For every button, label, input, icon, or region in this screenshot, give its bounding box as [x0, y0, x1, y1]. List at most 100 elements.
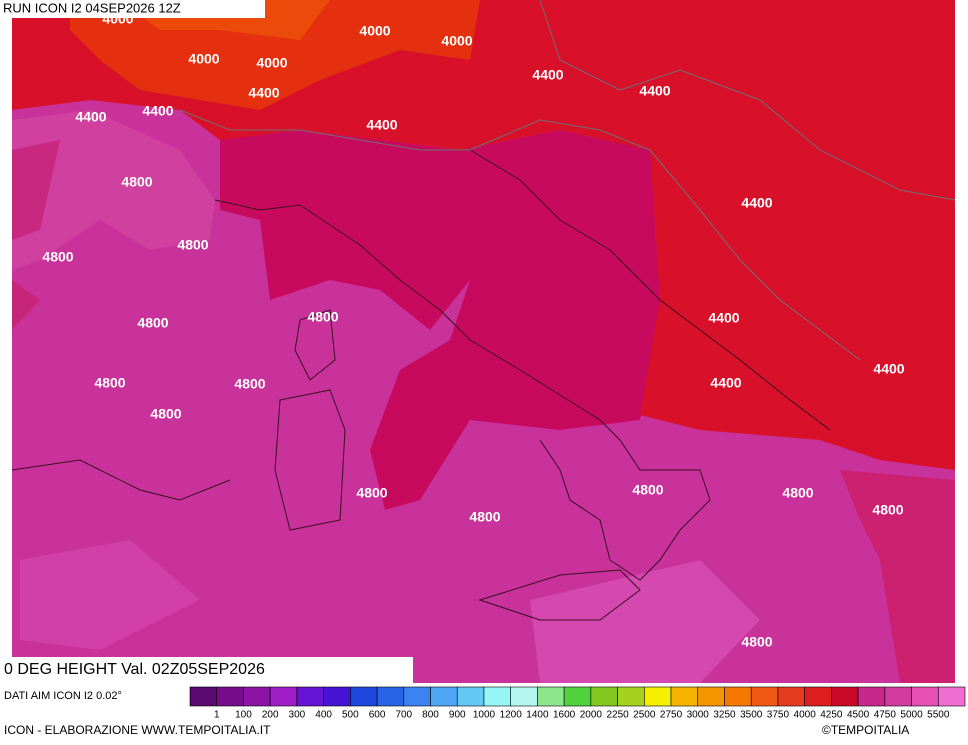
- map-region: [12, 280, 40, 330]
- map-region: [12, 0, 955, 470]
- legend-label: 600: [369, 710, 386, 721]
- legend-swatch: [697, 686, 725, 707]
- title-box: [0, 0, 265, 18]
- legend-label: 900: [449, 710, 466, 721]
- contour-label: 4000: [441, 33, 472, 49]
- contour-label: 4400: [366, 117, 397, 133]
- legend-label: 500: [342, 710, 359, 721]
- legend-label: 2750: [660, 710, 683, 721]
- contour-label: 4800: [872, 502, 903, 518]
- legend-label: 400: [315, 710, 332, 721]
- legend-swatch: [590, 686, 618, 707]
- contour-label: 4000: [256, 55, 287, 71]
- coastline: [11, 459, 231, 501]
- legend-swatch: [911, 686, 939, 707]
- legend-label: 3750: [767, 710, 790, 721]
- contour-label: 4400: [75, 109, 106, 125]
- legend-label: 1400: [526, 710, 549, 721]
- legend-label: 4750: [874, 710, 897, 721]
- legend-swatch: [430, 686, 458, 707]
- legend-label: 2000: [580, 710, 603, 721]
- legend-swatch: [296, 686, 324, 707]
- contour-label: 4400: [741, 195, 772, 211]
- contour-label: 4800: [177, 237, 208, 253]
- legend-swatch: [804, 686, 832, 707]
- border: [649, 149, 861, 361]
- legend-swatch: [350, 686, 378, 707]
- map-region: [840, 470, 955, 683]
- legend-label: 3250: [713, 710, 736, 721]
- legend-label: 1: [214, 710, 220, 721]
- legend-label: 4250: [820, 710, 843, 721]
- legend-swatch: [617, 686, 645, 707]
- legend-label: 100: [235, 710, 252, 721]
- contour-label: 4800: [150, 406, 181, 422]
- contour-label: 4800: [741, 634, 772, 650]
- contour-label: 4400: [532, 67, 563, 83]
- coastlines: [11, 149, 831, 621]
- contour-label: 4800: [42, 249, 73, 265]
- map-region: [530, 560, 760, 683]
- legend-label: 4000: [794, 710, 817, 721]
- legend-swatch: [403, 686, 431, 707]
- contour-label: 4400: [708, 310, 739, 326]
- copyright: ©TEMPOITALIA: [822, 723, 909, 737]
- map-region: [12, 140, 60, 240]
- legend-swatch: [937, 686, 966, 707]
- map-region: [12, 110, 215, 270]
- legend-swatch: [510, 686, 538, 707]
- contour-label: 4800: [121, 174, 152, 190]
- legend-swatch: [537, 686, 565, 707]
- legend-swatch: [216, 686, 244, 707]
- legend-swatch: [376, 686, 405, 707]
- credit: ICON - ELABORAZIONE WWW.TEMPOITALIA.IT: [4, 723, 271, 737]
- contour-label: 4000: [188, 51, 219, 67]
- legend-swatch: [857, 686, 886, 707]
- legend-label: 800: [422, 710, 439, 721]
- legend-label: 3000: [687, 710, 710, 721]
- contour-label: 4800: [632, 482, 663, 498]
- legend-label: 300: [289, 710, 306, 721]
- legend-swatch: [670, 686, 699, 707]
- contour-label: 4800: [356, 485, 387, 501]
- title: RUN ICON I2 04SEP2026 12Z: [3, 0, 181, 15]
- coastline: [478, 569, 641, 621]
- contour-label: 4800: [94, 375, 125, 391]
- contour-label: 4400: [142, 103, 173, 119]
- coastline: [274, 389, 346, 531]
- contour-label: 4000: [359, 23, 390, 39]
- contour-label: 4400: [710, 375, 741, 391]
- legend-label: 5500: [927, 710, 950, 721]
- coastline: [469, 149, 831, 431]
- legend: 1 100 200 300 400 500 600 700 800 900 1000 1200 1400…: [189, 686, 966, 721]
- legend-label: 1000: [473, 710, 496, 721]
- legend-swatch: [269, 686, 298, 707]
- contour-label: 4800: [234, 376, 265, 392]
- legend-swatch: [243, 686, 271, 707]
- legend-swatch: [189, 686, 218, 707]
- field-box: [0, 657, 413, 683]
- contour-label: 4800: [782, 485, 813, 501]
- legend-swatch: [644, 686, 672, 707]
- legend-swatch: [777, 686, 805, 707]
- legend-label: 4500: [847, 710, 870, 721]
- legend-label: 1200: [500, 710, 523, 721]
- legend-label: 2500: [633, 710, 656, 721]
- coastline: [214, 199, 711, 581]
- contour-label: 4800: [307, 309, 338, 325]
- legend-label: 5000: [900, 710, 923, 721]
- legend-swatch: [483, 686, 511, 707]
- legend-swatch: [750, 686, 779, 707]
- legend-label: 700: [395, 710, 412, 721]
- legend-swatch: [456, 686, 485, 707]
- contour-label: 4400: [873, 361, 904, 377]
- borders: [179, 0, 956, 361]
- legend-label: 200: [262, 710, 279, 721]
- legend-label: 3500: [740, 710, 763, 721]
- legend-label: 2250: [606, 710, 629, 721]
- contour-label: 4400: [639, 83, 670, 99]
